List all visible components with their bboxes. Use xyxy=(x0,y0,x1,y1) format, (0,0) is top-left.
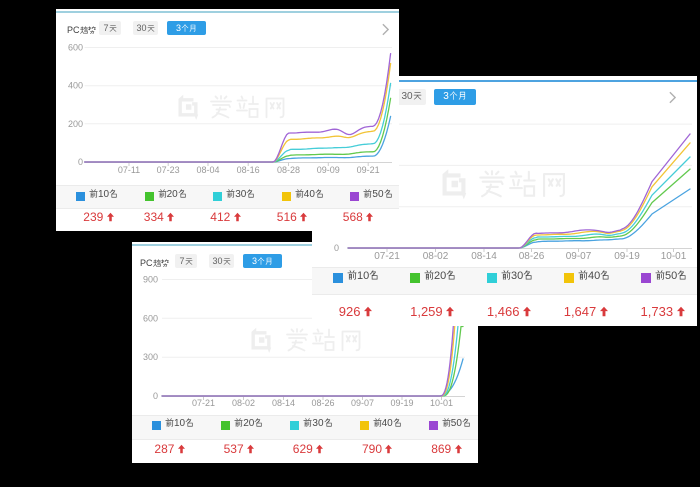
svg-text:0: 0 xyxy=(153,391,158,401)
svg-text:10-01: 10-01 xyxy=(661,251,687,262)
svg-text:08-16: 08-16 xyxy=(237,165,260,175)
svg-text:0: 0 xyxy=(78,157,83,167)
svg-text:0: 0 xyxy=(334,243,339,253)
svg-text:09-21: 09-21 xyxy=(357,165,380,175)
svg-text:09-19: 09-19 xyxy=(390,398,413,408)
svg-text:08-04: 08-04 xyxy=(196,165,219,175)
svg-text:08-26: 08-26 xyxy=(311,398,334,408)
svg-text:900: 900 xyxy=(143,275,158,285)
svg-text:09-19: 09-19 xyxy=(614,251,640,262)
svg-text:07-21: 07-21 xyxy=(374,251,400,262)
svg-text:07-21: 07-21 xyxy=(192,398,215,408)
svg-text:08-02: 08-02 xyxy=(232,398,255,408)
svg-text:08-26: 08-26 xyxy=(519,251,545,262)
svg-text:09-09: 09-09 xyxy=(317,165,340,175)
svg-text:08-14: 08-14 xyxy=(272,398,295,408)
svg-text:07-23: 07-23 xyxy=(157,165,180,175)
svg-text:10-01: 10-01 xyxy=(430,398,453,408)
svg-text:08-28: 08-28 xyxy=(277,165,300,175)
svg-text:300: 300 xyxy=(143,352,158,362)
svg-text:07-11: 07-11 xyxy=(118,165,140,175)
svg-text:08-14: 08-14 xyxy=(471,251,497,262)
svg-text:600: 600 xyxy=(68,43,83,53)
svg-text:09-07: 09-07 xyxy=(566,251,592,262)
svg-text:600: 600 xyxy=(143,313,158,323)
svg-text:08-02: 08-02 xyxy=(423,251,449,262)
svg-text:09-07: 09-07 xyxy=(351,398,374,408)
svg-text:200: 200 xyxy=(68,119,83,129)
svg-text:400: 400 xyxy=(68,81,83,91)
